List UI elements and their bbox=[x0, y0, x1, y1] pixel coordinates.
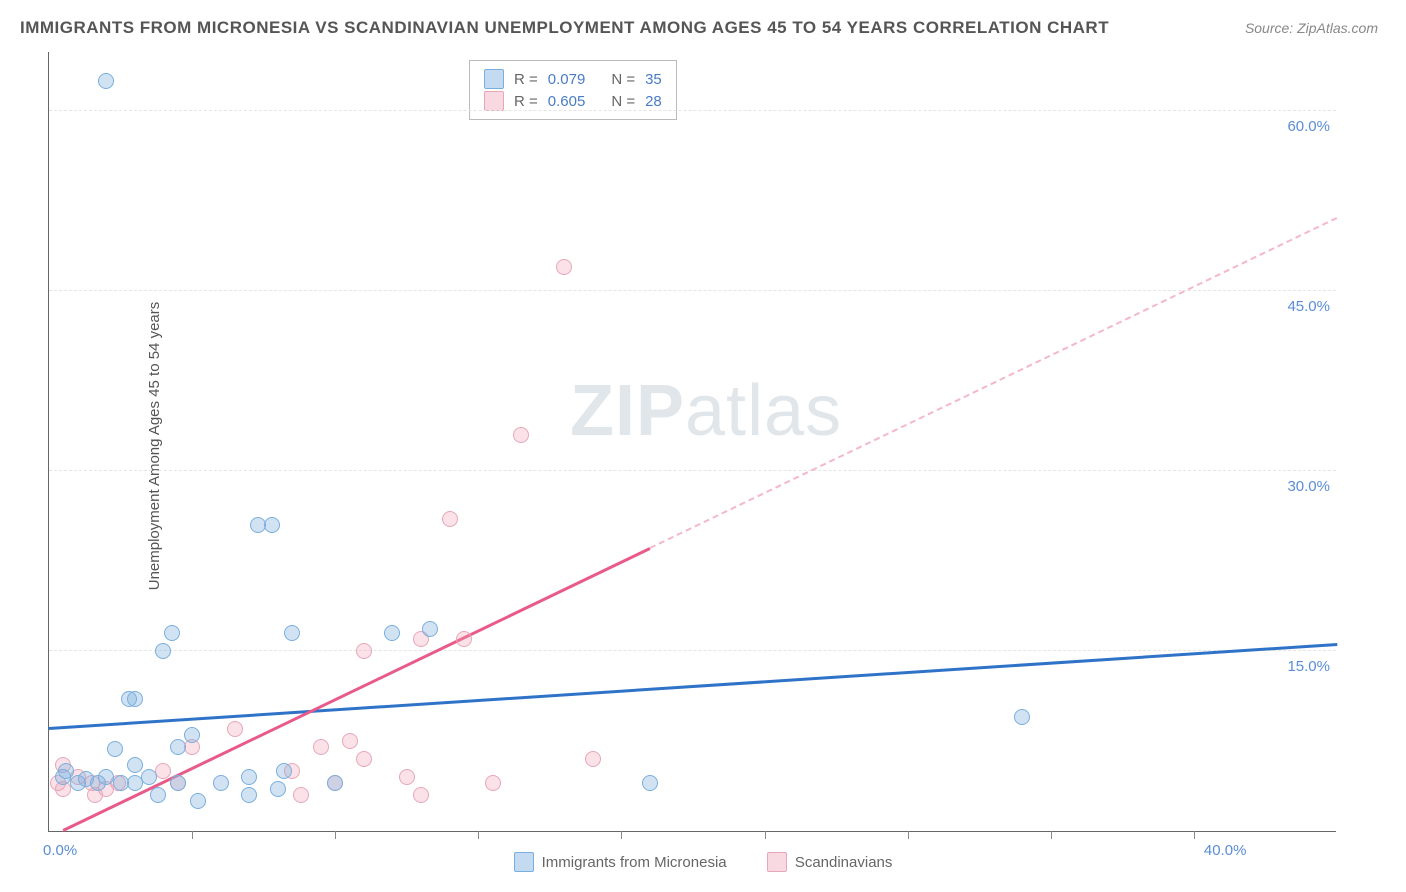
trend-line bbox=[49, 643, 1337, 729]
legend-item-blue: Immigrants from Micronesia bbox=[514, 852, 727, 872]
data-point bbox=[170, 739, 186, 755]
correlation-legend: R = 0.079 N = 35 R = 0.605 N = 28 bbox=[469, 60, 677, 120]
data-point bbox=[170, 775, 186, 791]
data-point bbox=[556, 259, 572, 275]
data-point bbox=[442, 511, 458, 527]
data-point bbox=[276, 763, 292, 779]
data-point bbox=[356, 643, 372, 659]
data-point bbox=[127, 691, 143, 707]
data-point bbox=[293, 787, 309, 803]
y-tick-label: 60.0% bbox=[1287, 118, 1330, 135]
scatter-plot: R = 0.079 N = 35 R = 0.605 N = 28 15.0% 3… bbox=[48, 52, 1336, 832]
chart-title: IMMIGRANTS FROM MICRONESIA VS SCANDINAVI… bbox=[20, 18, 1109, 38]
data-point bbox=[413, 787, 429, 803]
r-label: R = bbox=[514, 71, 538, 88]
data-point bbox=[356, 751, 372, 767]
gridline bbox=[49, 650, 1336, 651]
data-point bbox=[513, 427, 529, 443]
legend-row-blue: R = 0.079 N = 35 bbox=[484, 69, 662, 89]
gridline bbox=[49, 290, 1336, 291]
data-point bbox=[327, 775, 343, 791]
data-point bbox=[241, 787, 257, 803]
data-point bbox=[155, 643, 171, 659]
data-point bbox=[227, 721, 243, 737]
x-tick bbox=[335, 831, 336, 839]
data-point bbox=[456, 631, 472, 647]
data-point bbox=[342, 733, 358, 749]
x-tick bbox=[765, 831, 766, 839]
gridline bbox=[49, 110, 1336, 111]
data-point bbox=[585, 751, 601, 767]
x-tick bbox=[1051, 831, 1052, 839]
data-point bbox=[150, 787, 166, 803]
legend-row-pink: R = 0.605 N = 28 bbox=[484, 91, 662, 111]
data-point bbox=[184, 727, 200, 743]
data-point bbox=[1014, 709, 1030, 725]
r-value: 0.605 bbox=[548, 93, 586, 110]
series-legend: Immigrants from Micronesia Scandinavians bbox=[0, 852, 1406, 876]
r-label: R = bbox=[514, 93, 538, 110]
data-point bbox=[213, 775, 229, 791]
legend-item-pink: Scandinavians bbox=[767, 852, 893, 872]
data-point bbox=[241, 769, 257, 785]
n-value: 35 bbox=[645, 71, 662, 88]
n-label: N = bbox=[611, 93, 635, 110]
data-point bbox=[127, 757, 143, 773]
data-point bbox=[98, 73, 114, 89]
data-point bbox=[422, 621, 438, 637]
swatch-blue-icon bbox=[484, 69, 504, 89]
swatch-blue-icon bbox=[514, 852, 534, 872]
data-point bbox=[107, 741, 123, 757]
trend-line bbox=[650, 217, 1338, 549]
x-tick bbox=[192, 831, 193, 839]
n-value: 28 bbox=[645, 93, 662, 110]
swatch-pink-icon bbox=[767, 852, 787, 872]
data-point bbox=[164, 625, 180, 641]
gridline bbox=[49, 470, 1336, 471]
data-point bbox=[399, 769, 415, 785]
n-label: N = bbox=[611, 71, 635, 88]
y-tick-label: 15.0% bbox=[1287, 658, 1330, 675]
x-tick bbox=[1194, 831, 1195, 839]
y-tick-label: 30.0% bbox=[1287, 478, 1330, 495]
data-point bbox=[155, 763, 171, 779]
data-point bbox=[485, 775, 501, 791]
trend-line bbox=[63, 547, 651, 831]
legend-label: Scandinavians bbox=[795, 854, 893, 871]
data-point bbox=[190, 793, 206, 809]
data-point bbox=[313, 739, 329, 755]
data-point bbox=[284, 625, 300, 641]
data-point bbox=[141, 769, 157, 785]
swatch-pink-icon bbox=[484, 91, 504, 111]
data-point bbox=[264, 517, 280, 533]
data-point bbox=[384, 625, 400, 641]
x-tick bbox=[478, 831, 479, 839]
r-value: 0.079 bbox=[548, 71, 586, 88]
x-tick bbox=[621, 831, 622, 839]
legend-label: Immigrants from Micronesia bbox=[542, 854, 727, 871]
data-point bbox=[270, 781, 286, 797]
x-tick bbox=[908, 831, 909, 839]
y-tick-label: 45.0% bbox=[1287, 298, 1330, 315]
source-attribution: Source: ZipAtlas.com bbox=[1245, 20, 1378, 36]
data-point bbox=[642, 775, 658, 791]
